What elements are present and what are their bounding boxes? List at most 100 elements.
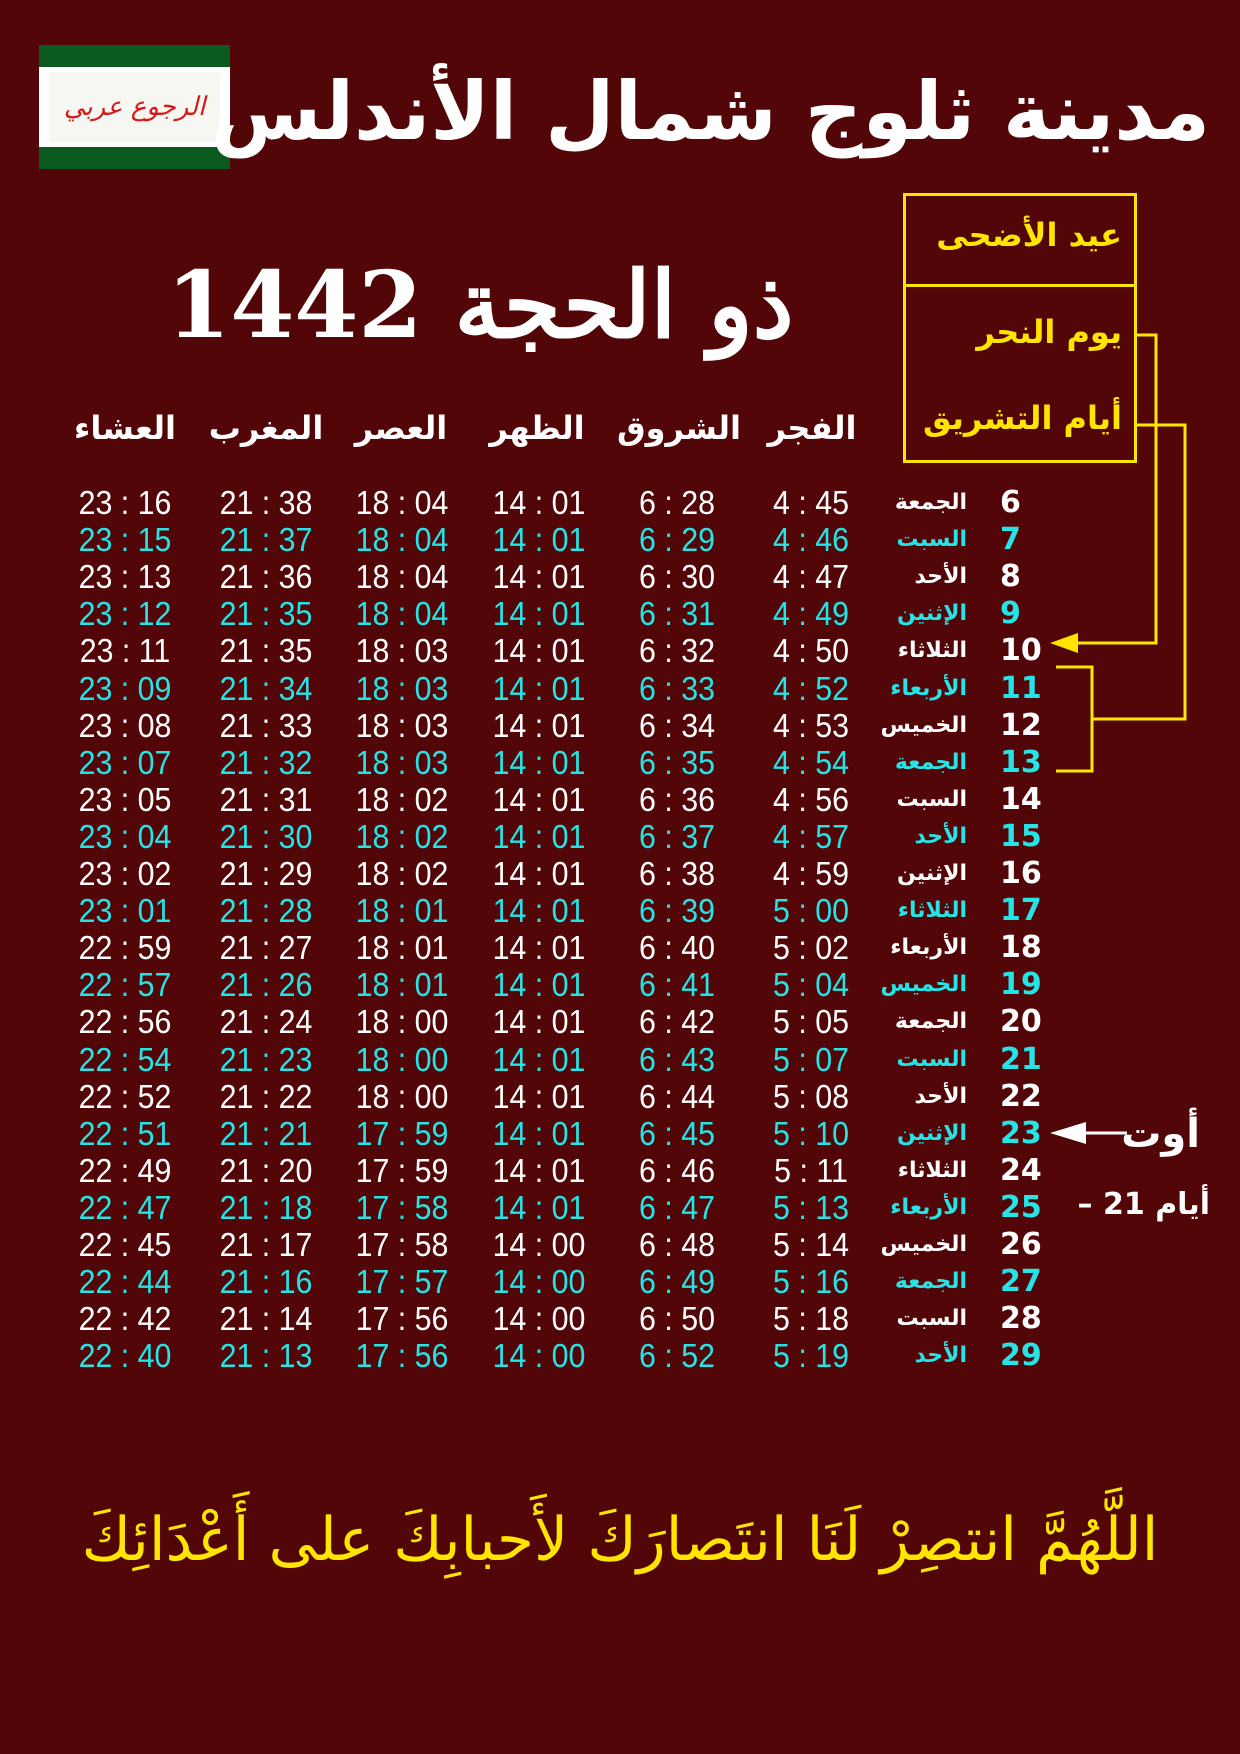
time-maghrib: 21 : 38	[219, 484, 313, 521]
time-shurooq: 6 : 32	[639, 632, 715, 670]
logo-text: الرجوع عربي	[49, 72, 220, 142]
time-isha: 22 : 54	[78, 1040, 172, 1078]
time-isha: 22 : 56	[78, 1003, 172, 1041]
time-fajr: 5 : 13	[773, 1188, 849, 1226]
time-fajr: 4 : 54	[773, 743, 849, 781]
time-maghrib: 21 : 34	[219, 669, 313, 707]
day-number: 7	[1000, 522, 1021, 558]
table-row: 7 السبت 4 : 46 6 : 29 14 : 01 18 : 04 21 : 37 2…	[0, 521, 1240, 558]
time-dhuhr: 14 : 01	[492, 669, 586, 707]
time-isha: 22 : 57	[78, 966, 172, 1004]
time-dhuhr: 14 : 00	[492, 1263, 586, 1301]
time-asr: 17 : 59	[355, 1151, 449, 1189]
weekday: الأحد	[914, 564, 968, 590]
table-row: 9 الإثنين 4 : 49 6 : 31 14 : 01 18 : 04 21 : 3…	[0, 595, 1240, 632]
time-dhuhr: 14 : 01	[492, 1151, 586, 1189]
table-row: 14 السبت 4 : 56 6 : 36 14 : 01 18 : 02 21 : 31…	[0, 781, 1240, 818]
time-shurooq: 6 : 50	[639, 1300, 715, 1338]
table-row: 16 الإثنين 4 : 59 6 : 38 14 : 01 18 : 02 21 : …	[0, 855, 1240, 892]
table-row: 10 الثلاثاء 4 : 50 6 : 32 14 : 01 18 : 03 21 :…	[0, 632, 1240, 669]
time-shurooq: 6 : 46	[639, 1151, 715, 1189]
time-dhuhr: 14 : 01	[492, 1003, 586, 1041]
legend-box: عيد الأضحى يوم النحر أيام التشريق	[903, 193, 1137, 463]
time-asr: 18 : 02	[355, 780, 449, 818]
time-shurooq: 6 : 45	[639, 1114, 715, 1152]
time-isha: 23 : 08	[78, 706, 172, 744]
time-dhuhr: 14 : 01	[492, 855, 586, 892]
header-dhuhr: الظهر	[489, 409, 585, 447]
day-number: 29	[1000, 1338, 1042, 1374]
time-maghrib: 21 : 35	[219, 595, 313, 633]
month-title: ذو الحجة 1442	[166, 251, 794, 359]
time-maghrib: 21 : 37	[219, 521, 313, 559]
table-row: 8 الأحد 4 : 47 6 : 30 14 : 01 18 : 04 21 : 36 2…	[0, 558, 1240, 595]
table-row: 24 الثلاثاء 5 : 11 6 : 46 14 : 01 17 : 59 21 :…	[0, 1152, 1240, 1189]
day-number: 15	[1000, 818, 1042, 854]
time-shurooq: 6 : 35	[639, 743, 715, 781]
weekday: الأحد	[914, 1343, 968, 1369]
weekday: الثلاثاء	[897, 898, 967, 924]
time-dhuhr: 14 : 01	[492, 521, 586, 559]
day-number: 16	[1000, 856, 1042, 891]
legend-divider	[906, 284, 1134, 287]
table-row: 19 الخميس 5 : 04 6 : 41 14 : 01 18 : 01 21 : 2…	[0, 966, 1240, 1003]
time-shurooq: 6 : 36	[639, 780, 715, 818]
time-shurooq: 6 : 34	[639, 706, 715, 744]
time-asr: 18 : 04	[355, 595, 449, 633]
weekday: الجمعة	[894, 490, 967, 515]
day-number: 9	[1000, 596, 1021, 632]
time-asr: 18 : 04	[355, 558, 449, 596]
time-dhuhr: 14 : 01	[492, 743, 586, 781]
time-dhuhr: 14 : 01	[492, 484, 586, 521]
time-shurooq: 6 : 52	[639, 1337, 715, 1375]
time-isha: 22 : 40	[78, 1337, 172, 1375]
time-fajr: 4 : 50	[773, 632, 849, 670]
table-row: 13 الجمعة 4 : 54 6 : 35 14 : 01 18 : 03 21 : 3…	[0, 744, 1240, 781]
time-maghrib: 21 : 23	[219, 1040, 313, 1078]
time-asr: 18 : 03	[355, 669, 449, 707]
time-maghrib: 21 : 24	[219, 1003, 313, 1041]
time-isha: 22 : 42	[78, 1300, 172, 1338]
time-asr: 18 : 03	[355, 743, 449, 781]
header-fajr: الفجر	[767, 409, 857, 447]
time-dhuhr: 14 : 01	[492, 1077, 586, 1115]
table-row: 29 الأحد 5 : 19 6 : 52 14 : 00 17 : 56 21 : 13…	[0, 1337, 1240, 1374]
time-fajr: 4 : 59	[773, 855, 849, 892]
time-shurooq: 6 : 29	[639, 521, 715, 559]
nahr-connector	[1075, 333, 1158, 645]
day-number: 27	[1000, 1264, 1042, 1300]
legend-eid: عيد الأضحى	[936, 216, 1122, 254]
time-asr: 18 : 04	[355, 521, 449, 559]
weekday: الجمعة	[894, 749, 967, 775]
day-number: 12	[1000, 707, 1042, 743]
time-shurooq: 6 : 37	[639, 817, 715, 855]
flag-logo: الرجوع عربي	[39, 45, 230, 169]
time-shurooq: 6 : 49	[639, 1263, 715, 1301]
time-isha: 23 : 13	[78, 558, 172, 596]
day-number: 18	[1000, 930, 1042, 966]
weekday: الجمعة	[894, 1269, 967, 1295]
time-shurooq: 6 : 33	[639, 669, 715, 707]
weekday: الإثنين	[897, 1120, 967, 1146]
legend-tashreeq: أيام التشريق	[923, 399, 1122, 437]
time-dhuhr: 14 : 01	[492, 595, 586, 633]
weekday: السبت	[896, 1046, 967, 1072]
time-isha: 22 : 52	[78, 1077, 172, 1115]
time-dhuhr: 14 : 01	[492, 558, 586, 596]
time-isha: 23 : 12	[78, 595, 172, 633]
weekday: الخميس	[880, 1232, 968, 1257]
time-asr: 18 : 01	[355, 966, 449, 1004]
time-asr: 18 : 03	[355, 706, 449, 744]
time-asr: 18 : 00	[355, 1040, 449, 1078]
time-shurooq: 6 : 31	[639, 595, 715, 633]
time-fajr: 5 : 14	[773, 1226, 849, 1263]
time-asr: 17 : 56	[355, 1337, 449, 1375]
weekday: الأربعاء	[890, 935, 967, 961]
nahr-arrow-icon	[1050, 633, 1078, 653]
table-row: 26 الخميس 5 : 14 6 : 48 14 : 00 17 : 58 21 : 1…	[0, 1226, 1240, 1263]
time-isha: 22 : 44	[78, 1263, 172, 1301]
time-isha: 22 : 45	[78, 1226, 172, 1263]
header-shurooq: الشروق	[617, 409, 741, 447]
day-number: 26	[1000, 1227, 1042, 1262]
